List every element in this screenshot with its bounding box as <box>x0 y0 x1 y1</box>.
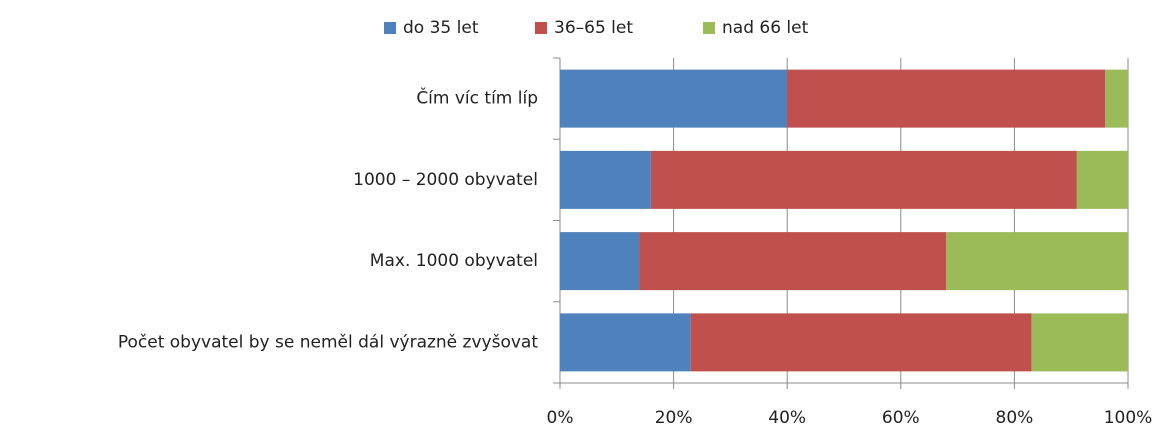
bar-segment <box>560 232 640 291</box>
bar-segment <box>946 232 1128 291</box>
bar-segment <box>639 232 947 291</box>
x-tick-label: 60% <box>882 408 920 428</box>
bar-segment <box>1031 313 1128 372</box>
x-tick-label: 80% <box>996 408 1034 428</box>
x-tick-label: 20% <box>655 408 693 428</box>
y-tick-label: Čím víc tím líp <box>416 87 538 109</box>
bar-segment <box>650 150 1077 209</box>
bar-segment <box>1105 69 1128 128</box>
legend-label: nad 66 let <box>722 18 809 38</box>
x-tick-label: 0% <box>547 408 574 428</box>
bar-segment <box>560 150 651 209</box>
y-tick-label: Max. 1000 obyvatel <box>370 251 538 271</box>
x-tick-label: 40% <box>768 408 806 428</box>
bar-segment <box>560 69 788 128</box>
legend-swatch <box>384 22 396 34</box>
legend-swatch <box>535 22 547 34</box>
legend-label: do 35 let <box>403 18 479 38</box>
y-tick-label: 1000 – 2000 obyvatel <box>353 170 538 190</box>
x-tick-label: 100% <box>1104 408 1153 428</box>
bar-segment <box>787 69 1106 128</box>
bar-segment <box>690 313 1032 372</box>
legend-swatch <box>703 22 715 34</box>
y-tick-label: Počet obyvatel by se neměl dál výrazně z… <box>118 332 538 352</box>
bar-segment <box>1076 150 1128 209</box>
bar-segment <box>560 313 691 372</box>
legend-label: 36–65 let <box>554 18 633 38</box>
